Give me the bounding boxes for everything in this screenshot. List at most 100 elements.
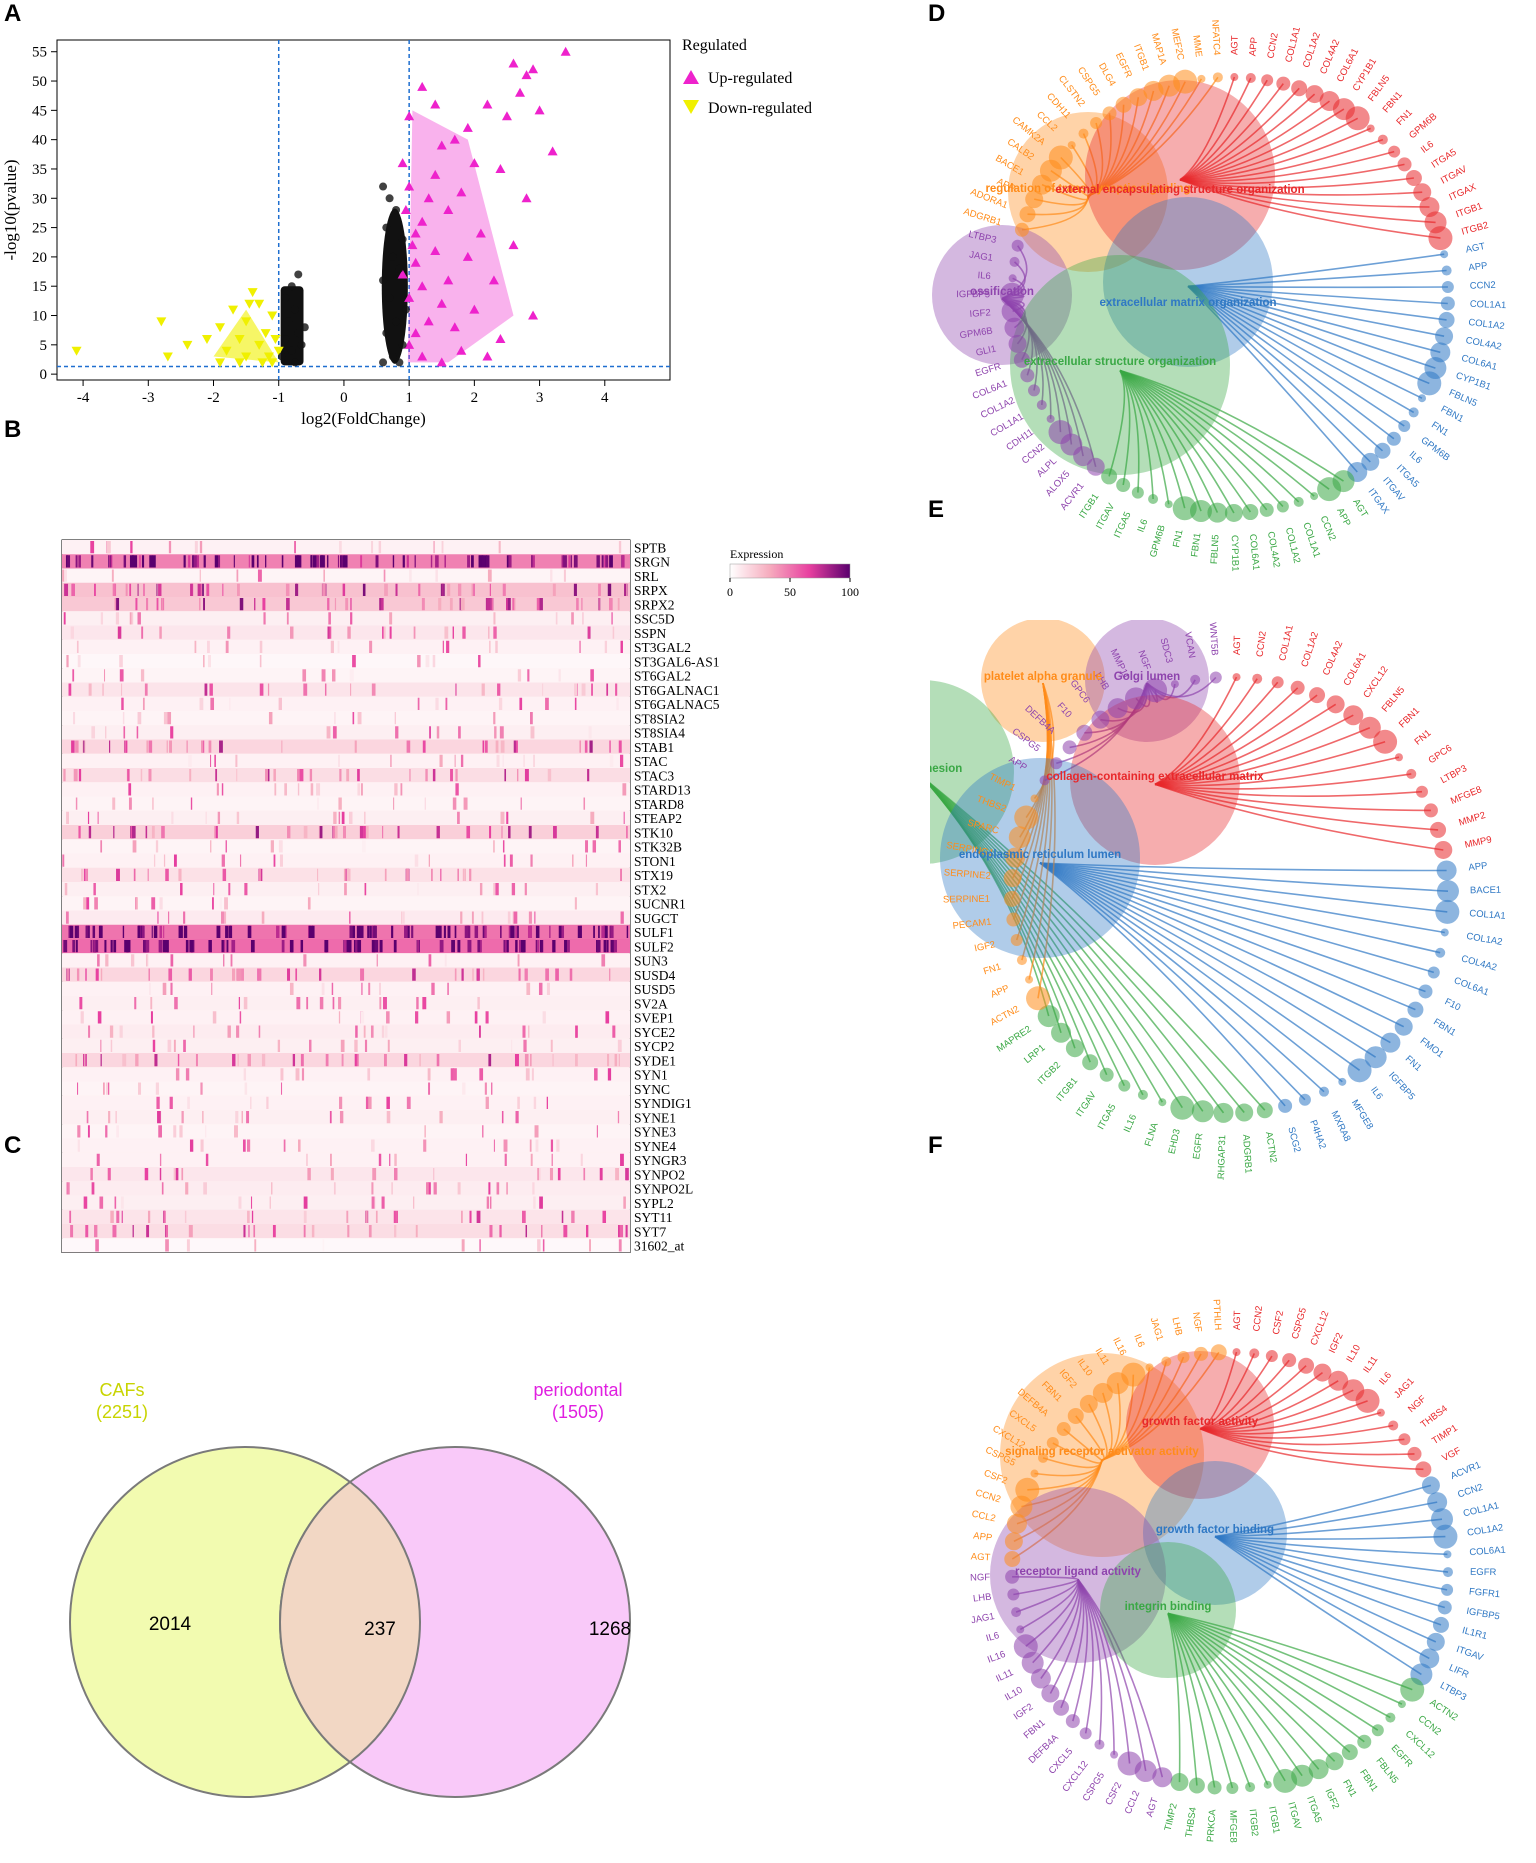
- heatmap-cell: [397, 826, 400, 839]
- heatmap-cell: [477, 968, 479, 981]
- heatmap-cell: [295, 968, 298, 981]
- heatmap-cell: [431, 982, 435, 995]
- heatmap-cell: [221, 783, 224, 796]
- heatmap-cell: [595, 826, 598, 839]
- heatmap-cell: [333, 811, 337, 824]
- heatmap-cell: [76, 640, 79, 653]
- heatmap-cell: [577, 925, 582, 938]
- network-link: [1119, 369, 1268, 511]
- heatmap-cell: [469, 868, 472, 881]
- gene-node: [1076, 724, 1093, 741]
- gene-node: [1430, 1508, 1453, 1531]
- heatmap-cell: [311, 925, 315, 938]
- term-label: external encapsulating structure organiz…: [1055, 184, 1304, 196]
- heatmap-cell: [84, 868, 86, 881]
- heatmap-cell: [330, 640, 334, 653]
- gene-node: [1397, 1700, 1406, 1709]
- gene-node: [1405, 169, 1422, 186]
- up-point: [475, 228, 486, 238]
- heatmap-cell: [555, 968, 559, 981]
- heatmap-cell: [608, 598, 613, 611]
- heatmap-cell: [601, 954, 606, 967]
- heatmap-cell: [482, 968, 485, 981]
- gene-node: [1400, 1677, 1425, 1702]
- gene-node: [1415, 1461, 1432, 1478]
- heatmap-cell: [349, 911, 351, 924]
- heatmap-cell: [383, 569, 386, 582]
- heatmap-cell: [357, 940, 362, 953]
- network-link: [1179, 179, 1430, 208]
- heatmap-cell: [477, 997, 480, 1010]
- heatmap-row-label: STX19: [634, 868, 673, 883]
- heatmap-cell: [412, 968, 416, 981]
- heatmap-cell: [145, 826, 148, 839]
- heatmap-cell: [369, 640, 373, 653]
- heatmap-cell: [620, 911, 624, 924]
- gene-node: [1440, 296, 1455, 311]
- heatmap-cell: [227, 626, 231, 639]
- ns-point: [382, 223, 391, 232]
- heatmap-cell: [299, 769, 304, 782]
- heatmap-cell: [265, 555, 267, 568]
- heatmap-cell: [432, 769, 436, 782]
- heatmap-cell: [392, 555, 395, 568]
- heatmap-row-label: SUSD4: [634, 968, 676, 983]
- heatmap-cell: [563, 1225, 568, 1238]
- down-point: [260, 329, 271, 339]
- network-link: [1077, 1578, 1164, 1778]
- heatmap-cell: [609, 968, 611, 981]
- gene-label: ITGB2: [1247, 1808, 1260, 1836]
- heatmap-cell: [281, 925, 286, 938]
- gene-label: IL11: [1361, 1354, 1380, 1375]
- heatmap-cell: [178, 925, 183, 938]
- ns-point: [385, 293, 394, 302]
- gene-node: [1008, 274, 1017, 283]
- gene-node: [1000, 282, 1025, 307]
- heatmap-cell: [596, 1125, 598, 1138]
- network-link: [1119, 369, 1186, 509]
- heatmap-cell: [519, 940, 522, 953]
- heatmap-row: [62, 682, 630, 697]
- heatmap-cell: [62, 854, 65, 867]
- gene-label: ARHGAP31: [1216, 1135, 1228, 1180]
- heatmap-cell: [109, 740, 111, 753]
- down-point: [241, 317, 252, 327]
- heatmap-cell: [568, 555, 571, 568]
- heatmap-cell: [321, 669, 326, 682]
- gene-label: AGT: [971, 1551, 991, 1563]
- heatmap-cell: [619, 754, 624, 767]
- heatmap-cell: [108, 1082, 110, 1095]
- ns-point: [382, 329, 391, 338]
- heatmap-cell: [435, 697, 439, 710]
- gene-label: FGFR1: [1469, 1586, 1501, 1600]
- heatmap-cell: [618, 1054, 620, 1067]
- heatmap-cell: [588, 626, 590, 639]
- heatmap-cell: [444, 626, 449, 639]
- gene-label: MME: [1190, 34, 1204, 57]
- heatmap-cell: [247, 925, 250, 938]
- heatmap-cell: [571, 612, 574, 625]
- heatmap-cell: [341, 1054, 344, 1067]
- heatmap-cell: [477, 940, 481, 953]
- heatmap-row: [62, 1067, 630, 1082]
- heatmap-cell: [78, 826, 81, 839]
- gene-node: [1421, 1476, 1440, 1495]
- gene-label: IL6: [1135, 518, 1150, 534]
- heatmap-cell: [205, 1153, 209, 1166]
- network-link: [1119, 369, 1252, 513]
- gene-label: CCN2: [1255, 631, 1269, 658]
- gene-node: [1056, 1422, 1071, 1437]
- heatmap-cell: [338, 754, 340, 767]
- gene-label: FLNA: [1143, 1121, 1161, 1148]
- heatmap-row: [62, 711, 630, 726]
- gene-node: [1010, 934, 1023, 947]
- network-link: [1154, 681, 1279, 786]
- heatmap-cell: [112, 797, 116, 810]
- heatmap-cell: [244, 1082, 248, 1095]
- panel-label-e: E: [928, 496, 945, 523]
- heatmap-cell: [618, 1225, 620, 1238]
- gene-label: ITGB2: [1036, 1060, 1063, 1087]
- heatmap-cell: [613, 940, 617, 953]
- heatmap-cell: [319, 997, 324, 1010]
- heatmap-cell: [426, 1182, 429, 1195]
